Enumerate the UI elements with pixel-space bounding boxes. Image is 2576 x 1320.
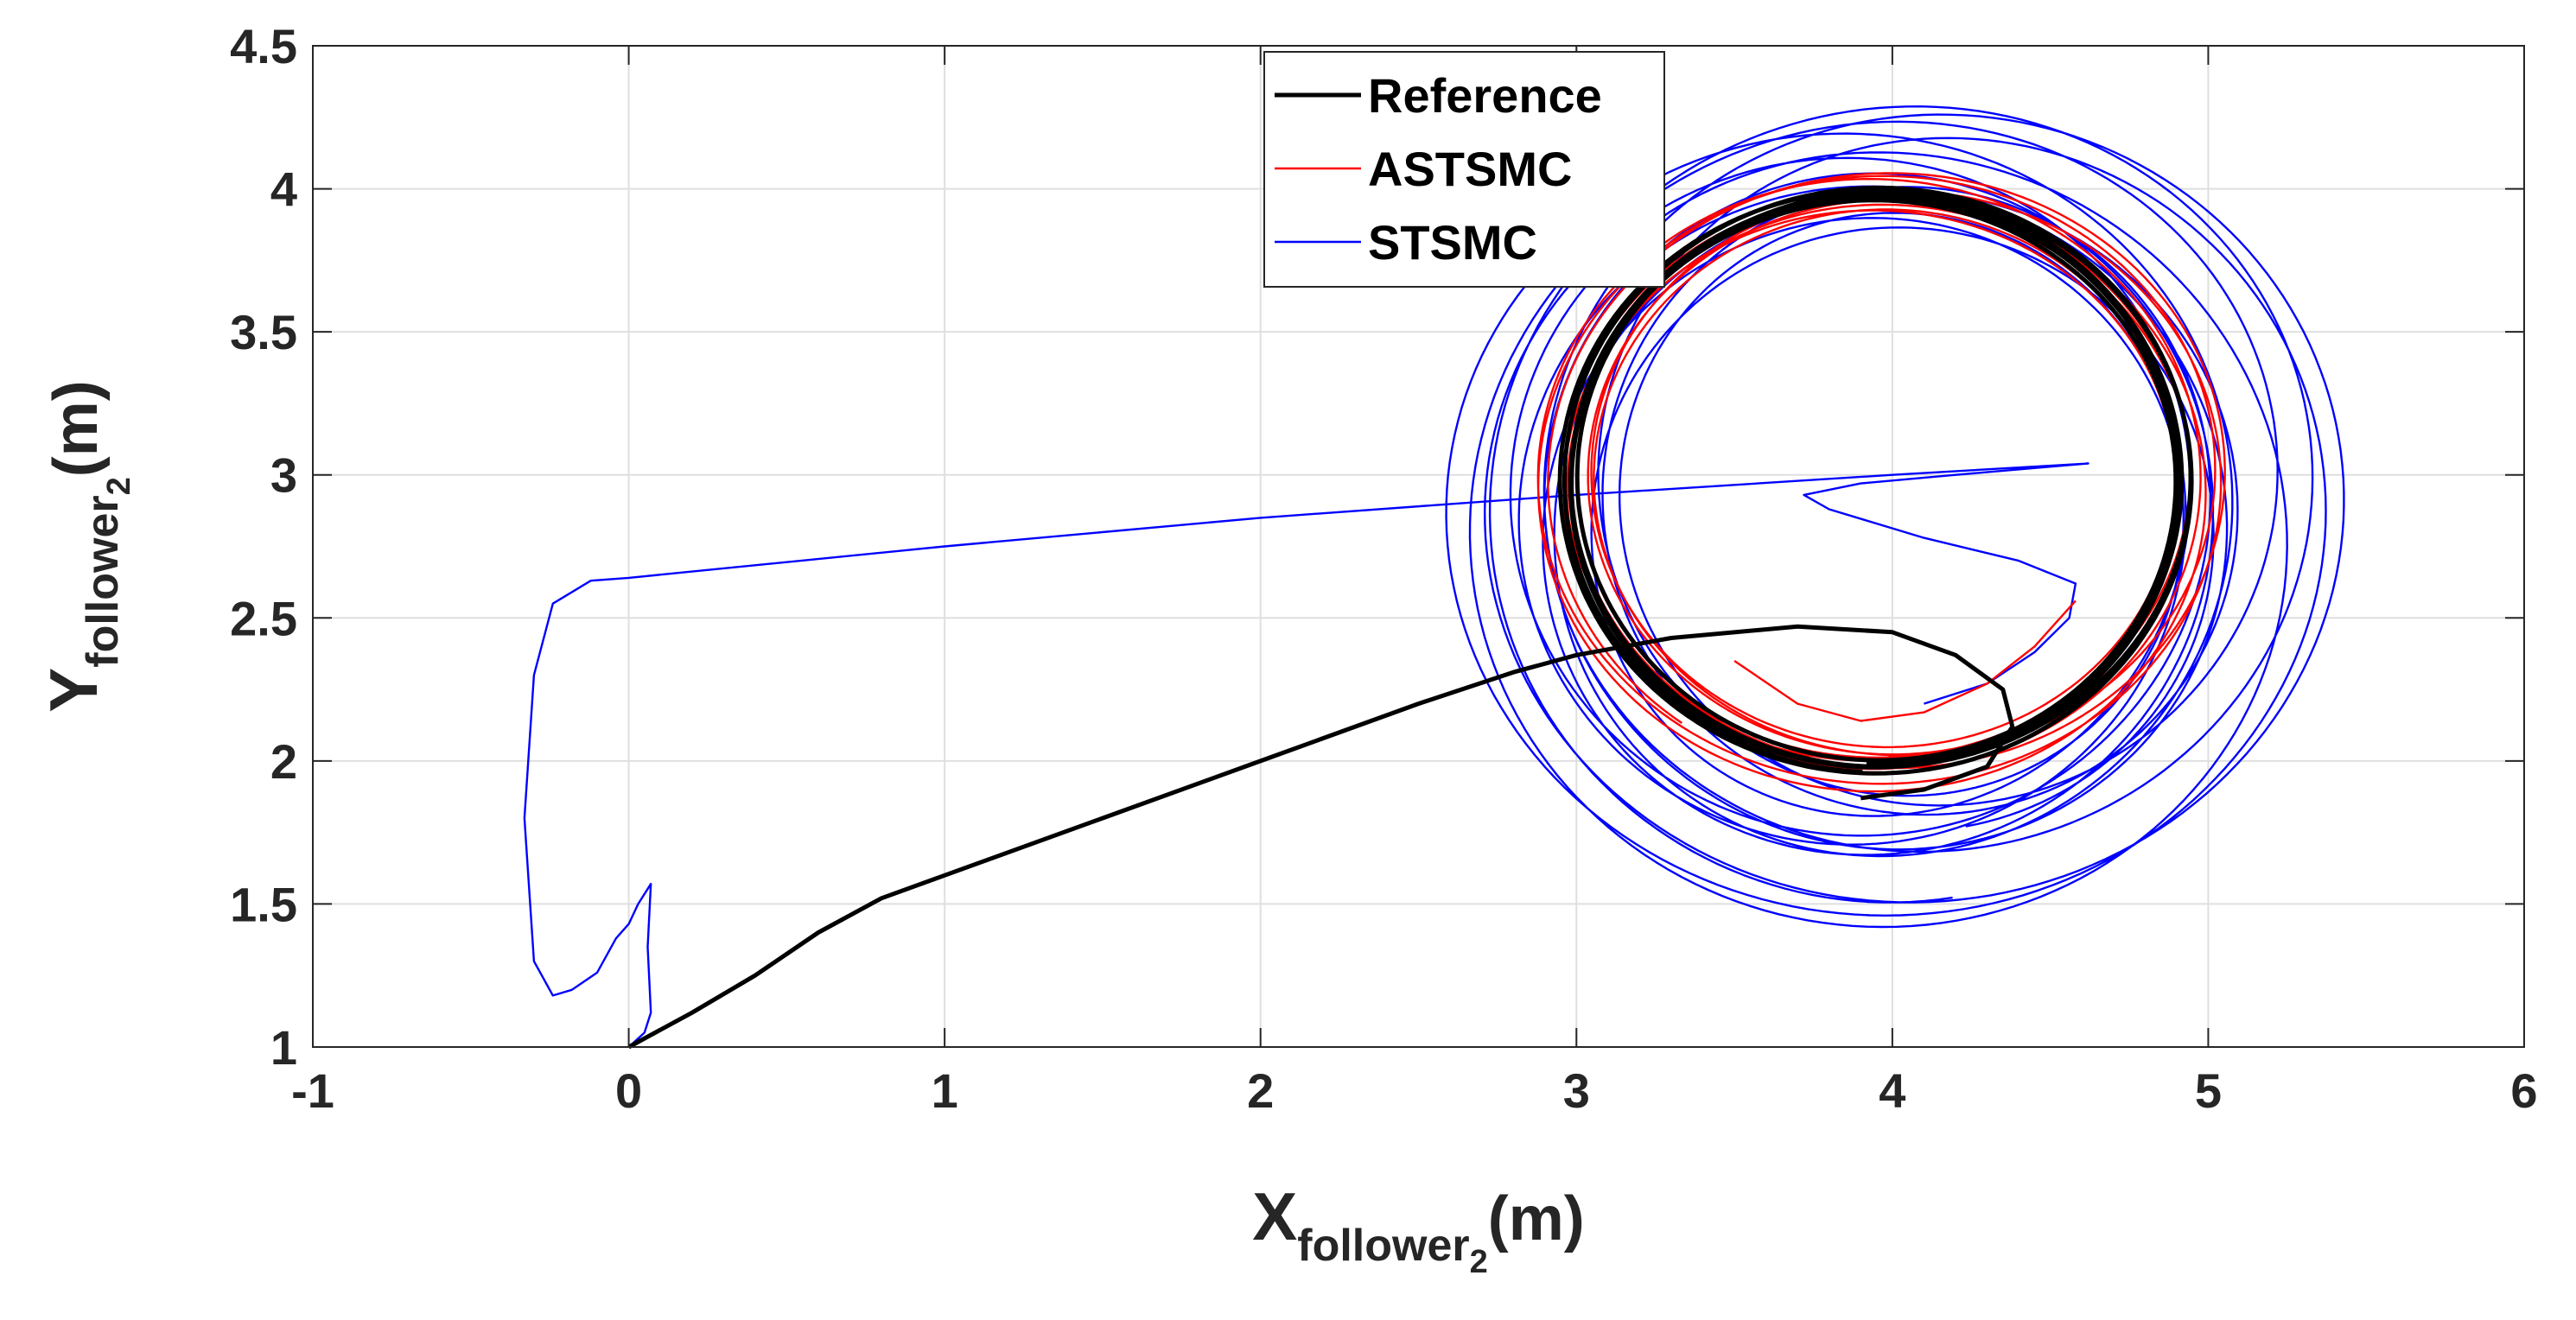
x-tick-label: 5 — [2195, 1063, 2222, 1118]
y-tick-label: 4.5 — [230, 19, 297, 73]
legend: Reference ASTSMC STSMC — [1263, 51, 1665, 288]
legend-label-reference: Reference — [1368, 68, 1602, 123]
grid-lines — [313, 46, 2524, 1047]
tick-marks — [312, 45, 2525, 1048]
tick-labels: -1 0 1 2 3 4 5 6 1 1.5 2 2.5 3 3.5 4 4.5 — [230, 19, 2537, 1118]
y-tick-label: 1.5 — [230, 877, 297, 931]
y-axis-label-unit: (m) — [41, 380, 111, 477]
y-axis-label-sub: follower — [78, 495, 128, 667]
x-tick-label: 0 — [615, 1063, 642, 1118]
legend-label-stsmc: STSMC — [1368, 215, 1537, 270]
series-line-reference-orbit — [1557, 185, 2194, 776]
y-tick-label: 1 — [270, 1020, 297, 1075]
x-tick-label: 3 — [1563, 1063, 1590, 1118]
x-axis-label: Xfollower2(m) — [1252, 1178, 1585, 1280]
series-line-astsmc-transient — [1733, 600, 2077, 722]
axes-box — [312, 45, 2525, 1048]
y-axis-label-subsub: 2 — [101, 477, 137, 495]
x-axis-label-sub: follower — [1297, 1221, 1469, 1271]
x-axis-label-subsub: 2 — [1470, 1244, 1488, 1280]
legend-label-astsmc: ASTSMC — [1368, 142, 1572, 196]
x-tick-label: 2 — [1247, 1063, 1274, 1118]
x-tick-label: 4 — [1879, 1063, 1905, 1118]
y-tick-label: 3 — [270, 448, 297, 503]
y-axis-label-group: Yfollower2(m) — [35, 380, 137, 713]
x-tick-label: 6 — [2510, 1063, 2537, 1118]
y-axis-label-main: Y — [35, 668, 111, 713]
series-line-reference-transient — [627, 624, 2015, 1050]
x-axis-label-main: X — [1252, 1178, 1297, 1254]
y-tick-label: 3.5 — [230, 305, 297, 359]
y-tick-label: 2.5 — [230, 591, 297, 645]
x-tick-label: -1 — [291, 1063, 334, 1118]
series-line-stsmc-transient — [523, 462, 2089, 1048]
y-tick-label: 4 — [270, 162, 297, 217]
y-axis-label: Yfollower2(m) — [35, 380, 137, 713]
y-tick-label: 2 — [270, 734, 297, 789]
series-layer — [523, 105, 2345, 1050]
x-axis-label-unit: (m) — [1488, 1184, 1585, 1253]
x-tick-label: 1 — [932, 1063, 958, 1118]
legend-items: Reference ASTSMC STSMC — [1275, 68, 1602, 270]
